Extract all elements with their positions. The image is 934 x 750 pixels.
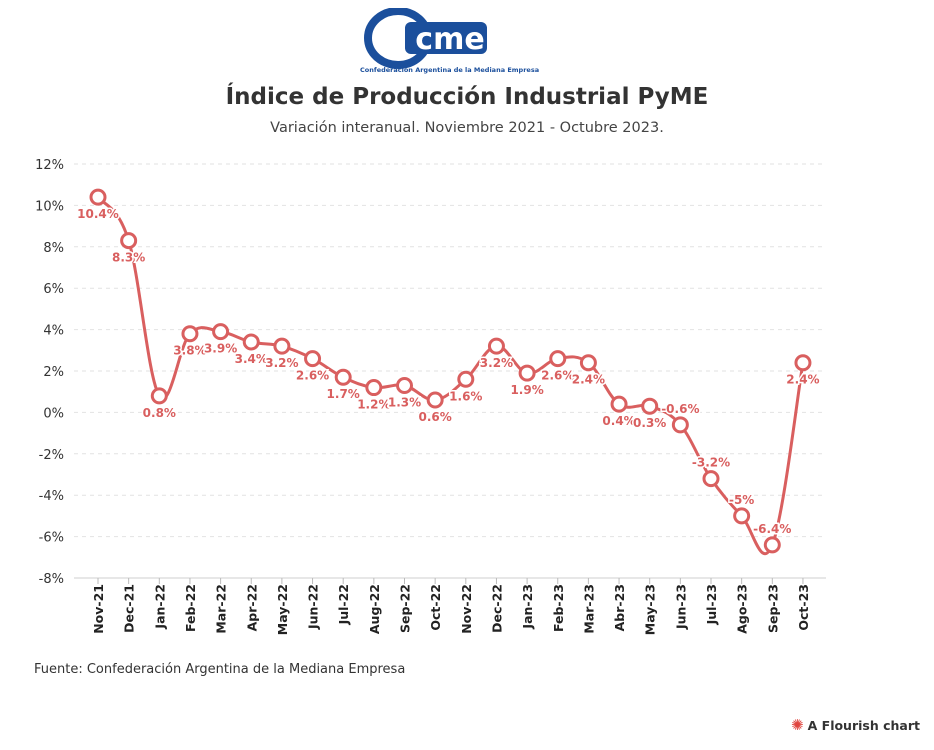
data-point [242, 333, 260, 351]
x-tick-label: Dec-22 [489, 584, 504, 633]
data-label: 2.4% [786, 373, 819, 387]
x-tick-label: Jul-23 [704, 584, 719, 625]
x-tick-label: Sep-22 [398, 584, 413, 633]
data-label: 0.3% [633, 416, 666, 430]
data-point [212, 323, 230, 341]
logo-bar [405, 22, 487, 54]
y-tick-label: 2% [43, 365, 64, 380]
data-point [365, 379, 383, 397]
x-tick-label: May-22 [275, 584, 290, 635]
x-tick-label: Oct-23 [796, 584, 811, 631]
data-label: 0.6% [419, 410, 452, 424]
data-label: -3.2% [692, 456, 730, 470]
x-tick-label: Jun-23 [673, 584, 688, 630]
data-point [457, 370, 475, 388]
data-label: 0.8% [143, 406, 176, 420]
data-point [120, 232, 138, 250]
data-label: 1.2% [357, 398, 390, 412]
data-label: 2.6% [541, 369, 574, 383]
data-point [549, 350, 567, 368]
x-tick-label: Jan-23 [520, 584, 535, 630]
data-label: 3.4% [235, 352, 268, 366]
data-point [733, 507, 751, 525]
data-label: 2.4% [572, 373, 605, 387]
flourish-credit-label: A Flourish chart [807, 718, 920, 733]
data-point [518, 364, 536, 382]
x-tick-label: Mar-23 [581, 584, 596, 634]
x-tick-label: Mar-22 [214, 584, 229, 634]
data-point [487, 337, 505, 355]
data-label: 1.7% [327, 387, 360, 401]
y-tick-label: 4% [43, 324, 64, 339]
x-tick-label: Sep-23 [765, 584, 780, 633]
data-point [702, 470, 720, 488]
flourish-credit[interactable]: ✺ A Flourish chart [791, 716, 920, 734]
data-label: 10.4% [77, 207, 119, 221]
x-tick-label: Jun-22 [306, 584, 321, 630]
y-tick-label: -8% [39, 572, 64, 587]
y-tick-label: 0% [43, 406, 64, 421]
data-point [396, 376, 413, 394]
x-tick-label: Jan-22 [152, 584, 167, 630]
data-point [794, 354, 812, 372]
x-tick-label: Nov-21 [91, 584, 106, 634]
y-tick-label: -2% [39, 448, 64, 463]
data-label: 3.2% [480, 356, 513, 370]
x-tick-label: Feb-22 [183, 584, 198, 632]
x-tick-label: Dec-21 [122, 584, 137, 633]
x-tick-label: Feb-23 [551, 584, 566, 632]
x-tick-label: Oct-22 [428, 584, 443, 631]
data-label: 3.8% [173, 344, 206, 358]
data-point [150, 387, 168, 405]
x-tick-label: Aug-22 [367, 584, 382, 634]
y-tick-label: 6% [43, 282, 64, 297]
data-label: -5% [729, 493, 754, 507]
line-chart: -8% -6% -4% -2% 0% 2% 4% 6% 8% 10% 12% Nov-21 Dec-21… [35, 158, 826, 635]
data-label: 0.4% [602, 414, 635, 428]
data-label: 3.2% [265, 356, 298, 370]
cme-logo: cme [364, 8, 487, 69]
y-tick-label: 12% [35, 158, 64, 173]
x-tick-label: May-23 [643, 584, 658, 635]
chart-subtitle: Variación interanual. Noviembre 2021 - O… [270, 120, 664, 136]
y-tick-label: -6% [39, 531, 64, 546]
data-label: 1.6% [449, 389, 482, 403]
y-tick-label: -4% [39, 489, 64, 504]
x-tick-label: Jul-22 [336, 584, 351, 625]
y-tick-label: 10% [35, 199, 64, 214]
data-label: 1.9% [510, 383, 543, 397]
logo-tagline: Confederación Argentina de la Mediana Em… [360, 66, 540, 74]
series-line [96, 196, 805, 556]
data-point [426, 391, 444, 409]
data-point [273, 337, 291, 355]
data-point [641, 397, 659, 415]
data-point [763, 536, 781, 554]
x-tick-label: Nov-22 [459, 584, 474, 634]
logo-text: cme [415, 22, 484, 57]
data-label: 3.9% [204, 342, 237, 356]
y-tick-label: 8% [43, 241, 64, 256]
data-point [671, 416, 689, 434]
data-label: 1.3% [388, 395, 421, 409]
x-tick-label: Ago-23 [735, 584, 750, 634]
data-label: -6.4% [753, 522, 791, 536]
data-point [181, 325, 199, 343]
data-point [334, 368, 352, 386]
flourish-star-icon: ✺ [791, 716, 804, 734]
data-point [304, 350, 322, 368]
data-point [89, 188, 107, 206]
data-label: 2.6% [296, 369, 329, 383]
chart-title: Índice de Producción Industrial PyME [225, 84, 709, 110]
x-tick-label: Abr-23 [612, 584, 627, 631]
source-note: Fuente: Confederación Argentina de la Me… [34, 662, 406, 677]
data-point [610, 395, 628, 413]
data-point [579, 354, 597, 372]
data-label: -0.6% [661, 402, 699, 416]
data-label: 8.3% [112, 251, 145, 265]
x-tick-label: Apr-22 [244, 584, 259, 631]
